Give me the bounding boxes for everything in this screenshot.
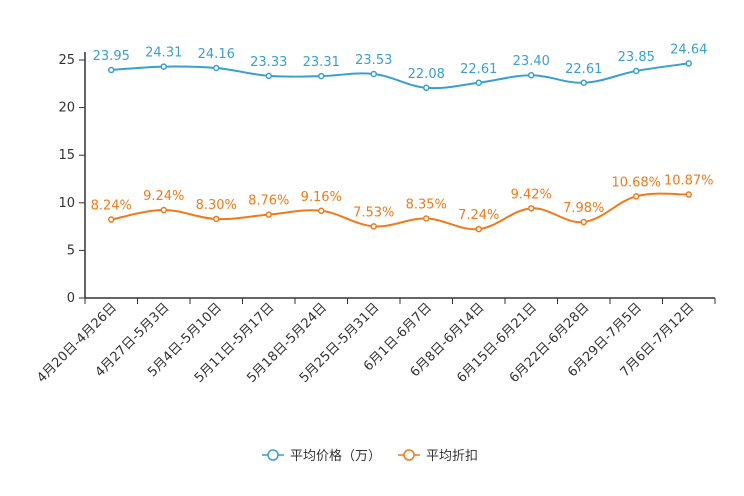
data-label: 23.53 bbox=[355, 53, 392, 68]
data-point bbox=[423, 215, 430, 222]
data-label: 7.53% bbox=[353, 205, 394, 220]
series-layer: 23.95 24.31 24.16 23.33 23.31 23.53 22.08 22.61… bbox=[91, 42, 714, 233]
data-label: 8.30% bbox=[196, 198, 237, 213]
legend-item-2[interactable]: 平均折扣 bbox=[398, 449, 478, 464]
legend-label: 平均折扣 bbox=[426, 449, 478, 464]
data-label: 8.76% bbox=[248, 194, 289, 209]
data-label: 22.61 bbox=[460, 62, 497, 77]
data-point bbox=[580, 218, 587, 226]
data-label: 9.16% bbox=[301, 190, 342, 205]
data-point bbox=[160, 206, 167, 214]
y-tick-label: 5 bbox=[67, 243, 75, 258]
data-label: 22.61 bbox=[565, 62, 602, 77]
legend-item-1[interactable]: 平均价格（万） bbox=[262, 448, 381, 464]
y-axis: 0 5 10 15 20 25 bbox=[58, 52, 86, 306]
y-tick-label: 10 bbox=[58, 196, 75, 211]
data-label: 23.95 bbox=[93, 49, 130, 64]
data-label: 10.87% bbox=[664, 174, 714, 189]
data-point bbox=[685, 60, 692, 67]
data-point bbox=[475, 225, 482, 233]
series-1: 23.95 24.31 24.16 23.33 23.31 23.53 22.08 22.61… bbox=[93, 42, 707, 92]
data-point bbox=[265, 211, 272, 218]
data-point bbox=[370, 70, 377, 78]
data-label: 9.24% bbox=[143, 189, 184, 204]
y-tick-label: 25 bbox=[58, 53, 75, 68]
data-label: 23.31 bbox=[303, 55, 340, 70]
x-axis: 4月20日-4月26日4月27日-5月3日5月4日-5月10日5月11日-5月1… bbox=[34, 297, 716, 386]
legend-label: 平均价格（万） bbox=[290, 448, 381, 464]
data-point bbox=[685, 191, 692, 198]
data-point bbox=[475, 79, 482, 87]
data-label: 22.08 bbox=[408, 67, 445, 82]
data-point bbox=[423, 84, 430, 92]
legend-marker bbox=[403, 449, 415, 461]
series-2: 8.24% 9.24% 8.30% 8.76% 9.16% 7.53% 8.35% 7.24%… bbox=[91, 174, 714, 233]
data-label: 8.24% bbox=[91, 199, 132, 214]
legend[interactable]: 平均价格（万） 平均折扣 bbox=[262, 448, 478, 464]
data-point bbox=[265, 72, 272, 80]
data-label: 7.24% bbox=[458, 208, 499, 223]
data-point bbox=[318, 72, 325, 80]
data-point bbox=[108, 216, 115, 223]
data-point bbox=[213, 64, 220, 72]
data-point bbox=[213, 215, 220, 223]
data-point bbox=[528, 71, 535, 79]
data-point bbox=[108, 66, 115, 74]
data-label: 24.16 bbox=[198, 47, 235, 62]
series-line bbox=[111, 192, 689, 231]
legend-marker bbox=[267, 449, 279, 461]
data-label: 9.42% bbox=[511, 187, 552, 202]
data-label: 24.31 bbox=[145, 46, 182, 61]
y-tick-label: 15 bbox=[58, 148, 75, 163]
data-point bbox=[528, 205, 535, 212]
data-point bbox=[633, 193, 640, 200]
data-label: 23.33 bbox=[250, 55, 287, 70]
data-label: 24.64 bbox=[670, 42, 707, 57]
data-point bbox=[580, 79, 587, 87]
data-label: 7.98% bbox=[563, 201, 604, 216]
data-label: 10.68% bbox=[611, 175, 661, 190]
data-label: 23.85 bbox=[618, 50, 655, 65]
data-label: 23.40 bbox=[513, 54, 550, 69]
y-tick-label: 0 bbox=[67, 291, 75, 306]
data-point bbox=[160, 63, 167, 70]
data-point bbox=[370, 223, 377, 230]
data-point bbox=[633, 67, 640, 75]
data-label: 8.35% bbox=[406, 198, 447, 213]
series-line bbox=[111, 62, 689, 90]
y-tick-label: 20 bbox=[58, 101, 75, 116]
data-point bbox=[318, 207, 325, 215]
